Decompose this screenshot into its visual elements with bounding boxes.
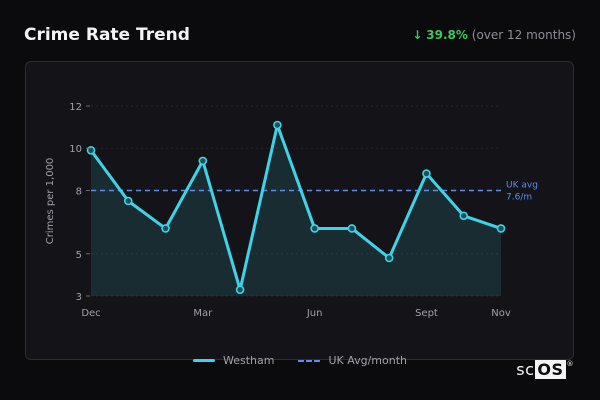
x-tick-label-jun: Jun: [306, 308, 323, 319]
legend-item-uk-avg[interactable]: UK Avg/month: [298, 354, 407, 367]
x-tick-label-dec: Dec: [81, 308, 100, 319]
legend-item-westham[interactable]: Westham: [192, 354, 275, 367]
y-tick-label-8: 8: [76, 186, 82, 197]
data-point-feb[interactable]: [161, 224, 170, 233]
data-point-apr[interactable]: [235, 285, 245, 294]
legend-label-uk-avg: UK Avg/month: [328, 354, 408, 367]
x-tick-label-sept: Sept: [415, 308, 438, 319]
brand-boxed: OS: [535, 360, 566, 379]
data-point-aug[interactable]: [384, 253, 394, 263]
data-point-jul[interactable]: [347, 224, 357, 233]
legend: Westham UK Avg/month: [0, 354, 600, 367]
brand-prefix: sc: [516, 360, 535, 379]
data-point-jan[interactable]: [123, 196, 133, 206]
data-point-oct[interactable]: [459, 211, 469, 221]
chart-card: [25, 61, 574, 360]
brand-logo: sc OS ®: [516, 360, 574, 379]
reference-label-line2: 7.6/m: [506, 192, 532, 202]
data-point-nov[interactable]: [496, 224, 506, 233]
registered-mark: ®: [566, 360, 574, 368]
y-tick-label-12: 12: [69, 102, 82, 113]
y-axis-label: Crimes per 1,000: [45, 158, 56, 245]
data-point-sept[interactable]: [422, 169, 431, 178]
change-summary: ↓ 39.8% (over 12 months): [412, 28, 576, 42]
x-tick-label-nov: Nov: [491, 308, 511, 319]
westham-area-fill: [91, 125, 501, 296]
legend-label-westham: Westham: [222, 354, 275, 367]
legend-swatch-dashed: [298, 359, 321, 362]
y-tick-label-10: 10: [69, 144, 82, 155]
westham-series-line: [89, 123, 502, 292]
down-arrow-icon: ↓: [412, 28, 423, 42]
change-percent: 39.8%: [426, 28, 468, 42]
chart-title: Crime Rate Trend: [24, 25, 190, 45]
data-point-may[interactable]: [273, 120, 282, 130]
data-point-mar[interactable]: [198, 156, 208, 166]
y-tick-label-5: 5: [76, 250, 82, 261]
reference-label-line1: UK avg: [506, 180, 538, 190]
data-point-jun[interactable]: [310, 224, 319, 233]
y-tick-label-3: 3: [76, 292, 82, 303]
grid-lines: [91, 105, 501, 297]
change-period: (over 12 months): [471, 28, 576, 42]
x-tick-label-mar: Mar: [193, 308, 213, 319]
legend-swatch-solid: [192, 359, 215, 362]
